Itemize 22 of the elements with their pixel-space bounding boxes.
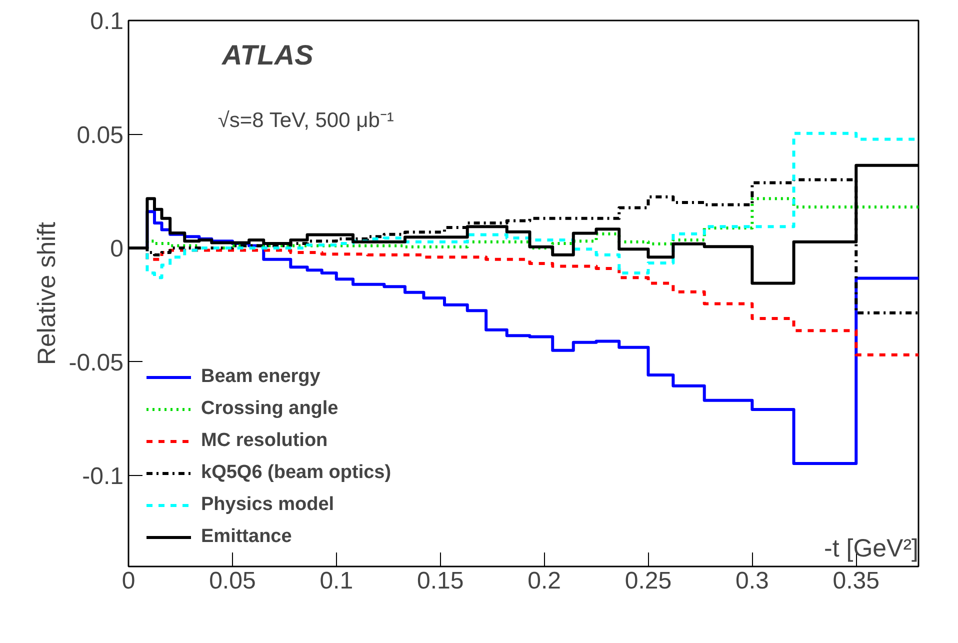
legend-label: Crossing angle bbox=[201, 398, 338, 420]
y-tick-label: -0.05 bbox=[68, 349, 124, 376]
legend-label: Emittance bbox=[201, 526, 292, 548]
legend-label: MC resolution bbox=[201, 430, 328, 452]
y-axis-title: Relative shift bbox=[32, 222, 61, 366]
y-tick-label: 0 bbox=[110, 236, 124, 262]
y-tick-label: 0.05 bbox=[76, 122, 124, 149]
annotation: √s=8 TeV, 500 μb⁻¹ bbox=[218, 108, 394, 132]
y-tick-label: 0.1 bbox=[90, 8, 124, 35]
legend-label: Beam energy bbox=[201, 366, 320, 388]
x-tick-label: 0.1 bbox=[320, 568, 354, 594]
x-tick-label: 0.3 bbox=[736, 568, 769, 594]
x-tick-label: 0.25 bbox=[624, 568, 672, 594]
x-axis-title: -t [GeV²] bbox=[824, 534, 919, 562]
x-tick-label: 0.05 bbox=[209, 568, 256, 594]
legend-label: Physics model bbox=[201, 494, 334, 516]
x-tick-label: 0.15 bbox=[416, 568, 464, 594]
y-tick-label: -0.1 bbox=[82, 463, 124, 490]
legend-label: kQ5Q6 (beam optics) bbox=[201, 462, 392, 484]
annotation: ATLAS bbox=[221, 40, 314, 71]
x-tick-label: 0.35 bbox=[832, 568, 880, 594]
x-tick-label: 0.2 bbox=[528, 568, 561, 594]
